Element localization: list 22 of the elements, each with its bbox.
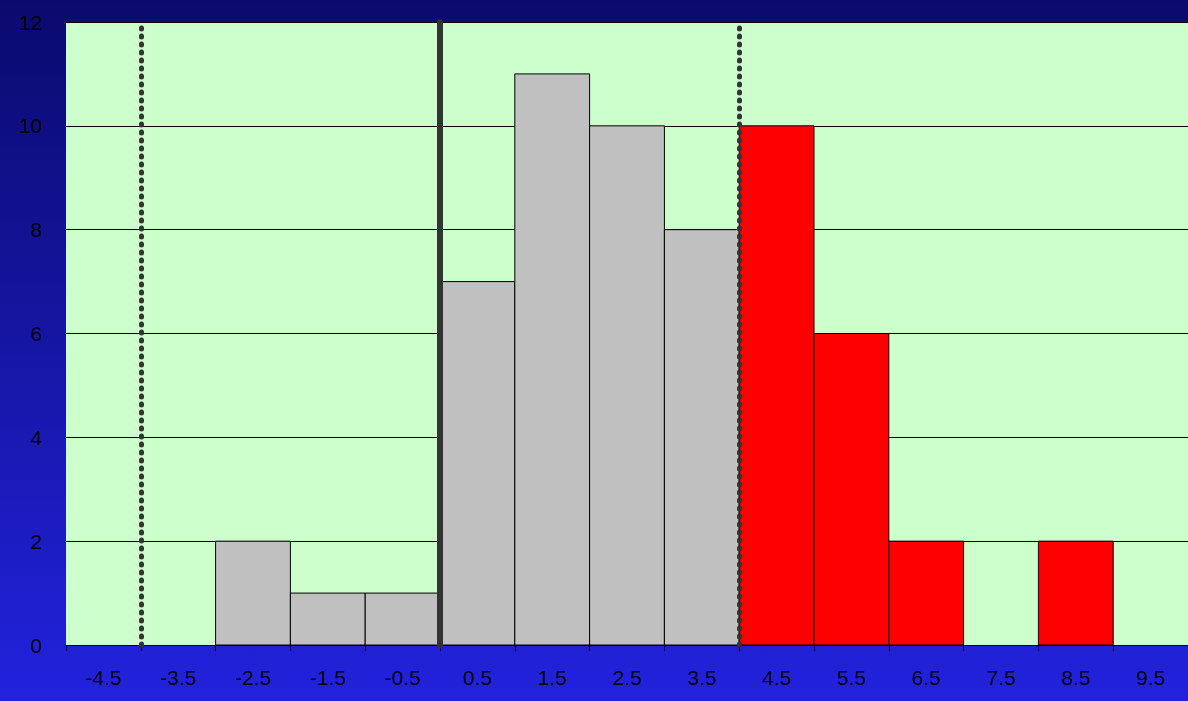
x-tick-label: 1.5 <box>537 666 567 689</box>
x-tick-label: 2.5 <box>612 666 642 689</box>
x-tick-label: 7.5 <box>986 666 1016 689</box>
x-tick-label: 3.5 <box>687 666 717 689</box>
x-tick-label: -2.5 <box>234 666 272 689</box>
x-tick-label: -4.5 <box>85 666 122 689</box>
x-tick-label: -0.5 <box>384 666 421 689</box>
y-tick-label: 12 <box>18 10 42 34</box>
x-tick-label: 4.5 <box>762 666 792 689</box>
y-tick-label: 2 <box>30 529 42 553</box>
x-tick-label: 6.5 <box>911 666 941 689</box>
y-tick-label: 4 <box>30 425 43 449</box>
y-tick-label: 6 <box>30 322 42 345</box>
x-tick-label: 9.5 <box>1136 666 1166 689</box>
y-tick-label: 8 <box>30 218 42 242</box>
x-tick-label: 5.5 <box>836 666 866 689</box>
y-tick-label: 10 <box>18 114 42 138</box>
x-tick-label: 8.5 <box>1061 666 1091 689</box>
x-tick-label: 0.5 <box>462 666 492 689</box>
x-tick-label: -1.5 <box>309 666 346 689</box>
x-tick-label: -3.5 <box>160 666 197 689</box>
y-tick-label: 0 <box>30 633 42 657</box>
